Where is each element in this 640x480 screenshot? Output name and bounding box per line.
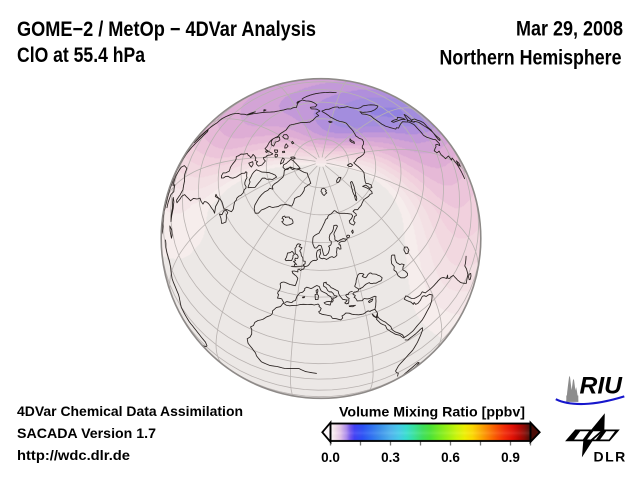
svg-text:Mar 29, 2008: Mar 29, 2008 <box>516 18 623 41</box>
svg-text:Volume Mixing Ratio [ppbv]: Volume Mixing Ratio [ppbv] <box>339 404 525 420</box>
svg-text:http://wdc.dlr.de: http://wdc.dlr.de <box>17 448 131 463</box>
svg-text:4DVar Chemical Data Assimilati: 4DVar Chemical Data Assimilation <box>17 404 243 419</box>
svg-text:0.9: 0.9 <box>501 450 520 465</box>
svg-text:SACADA Version 1.7: SACADA Version 1.7 <box>17 426 156 441</box>
svg-text:Northern Hemisphere: Northern Hemisphere <box>440 47 622 70</box>
svg-text:RIU: RIU <box>580 373 623 400</box>
svg-text:0.0: 0.0 <box>321 450 340 465</box>
svg-text:0.6: 0.6 <box>441 450 460 465</box>
svg-text:ClO at 55.4 hPa: ClO at 55.4 hPa <box>17 44 145 67</box>
svg-text:DLR: DLR <box>594 449 627 465</box>
svg-text:0.3: 0.3 <box>381 450 400 465</box>
svg-text:GOME−2 / MetOp − 4DVar Analysi: GOME−2 / MetOp − 4DVar Analysis <box>17 18 316 41</box>
